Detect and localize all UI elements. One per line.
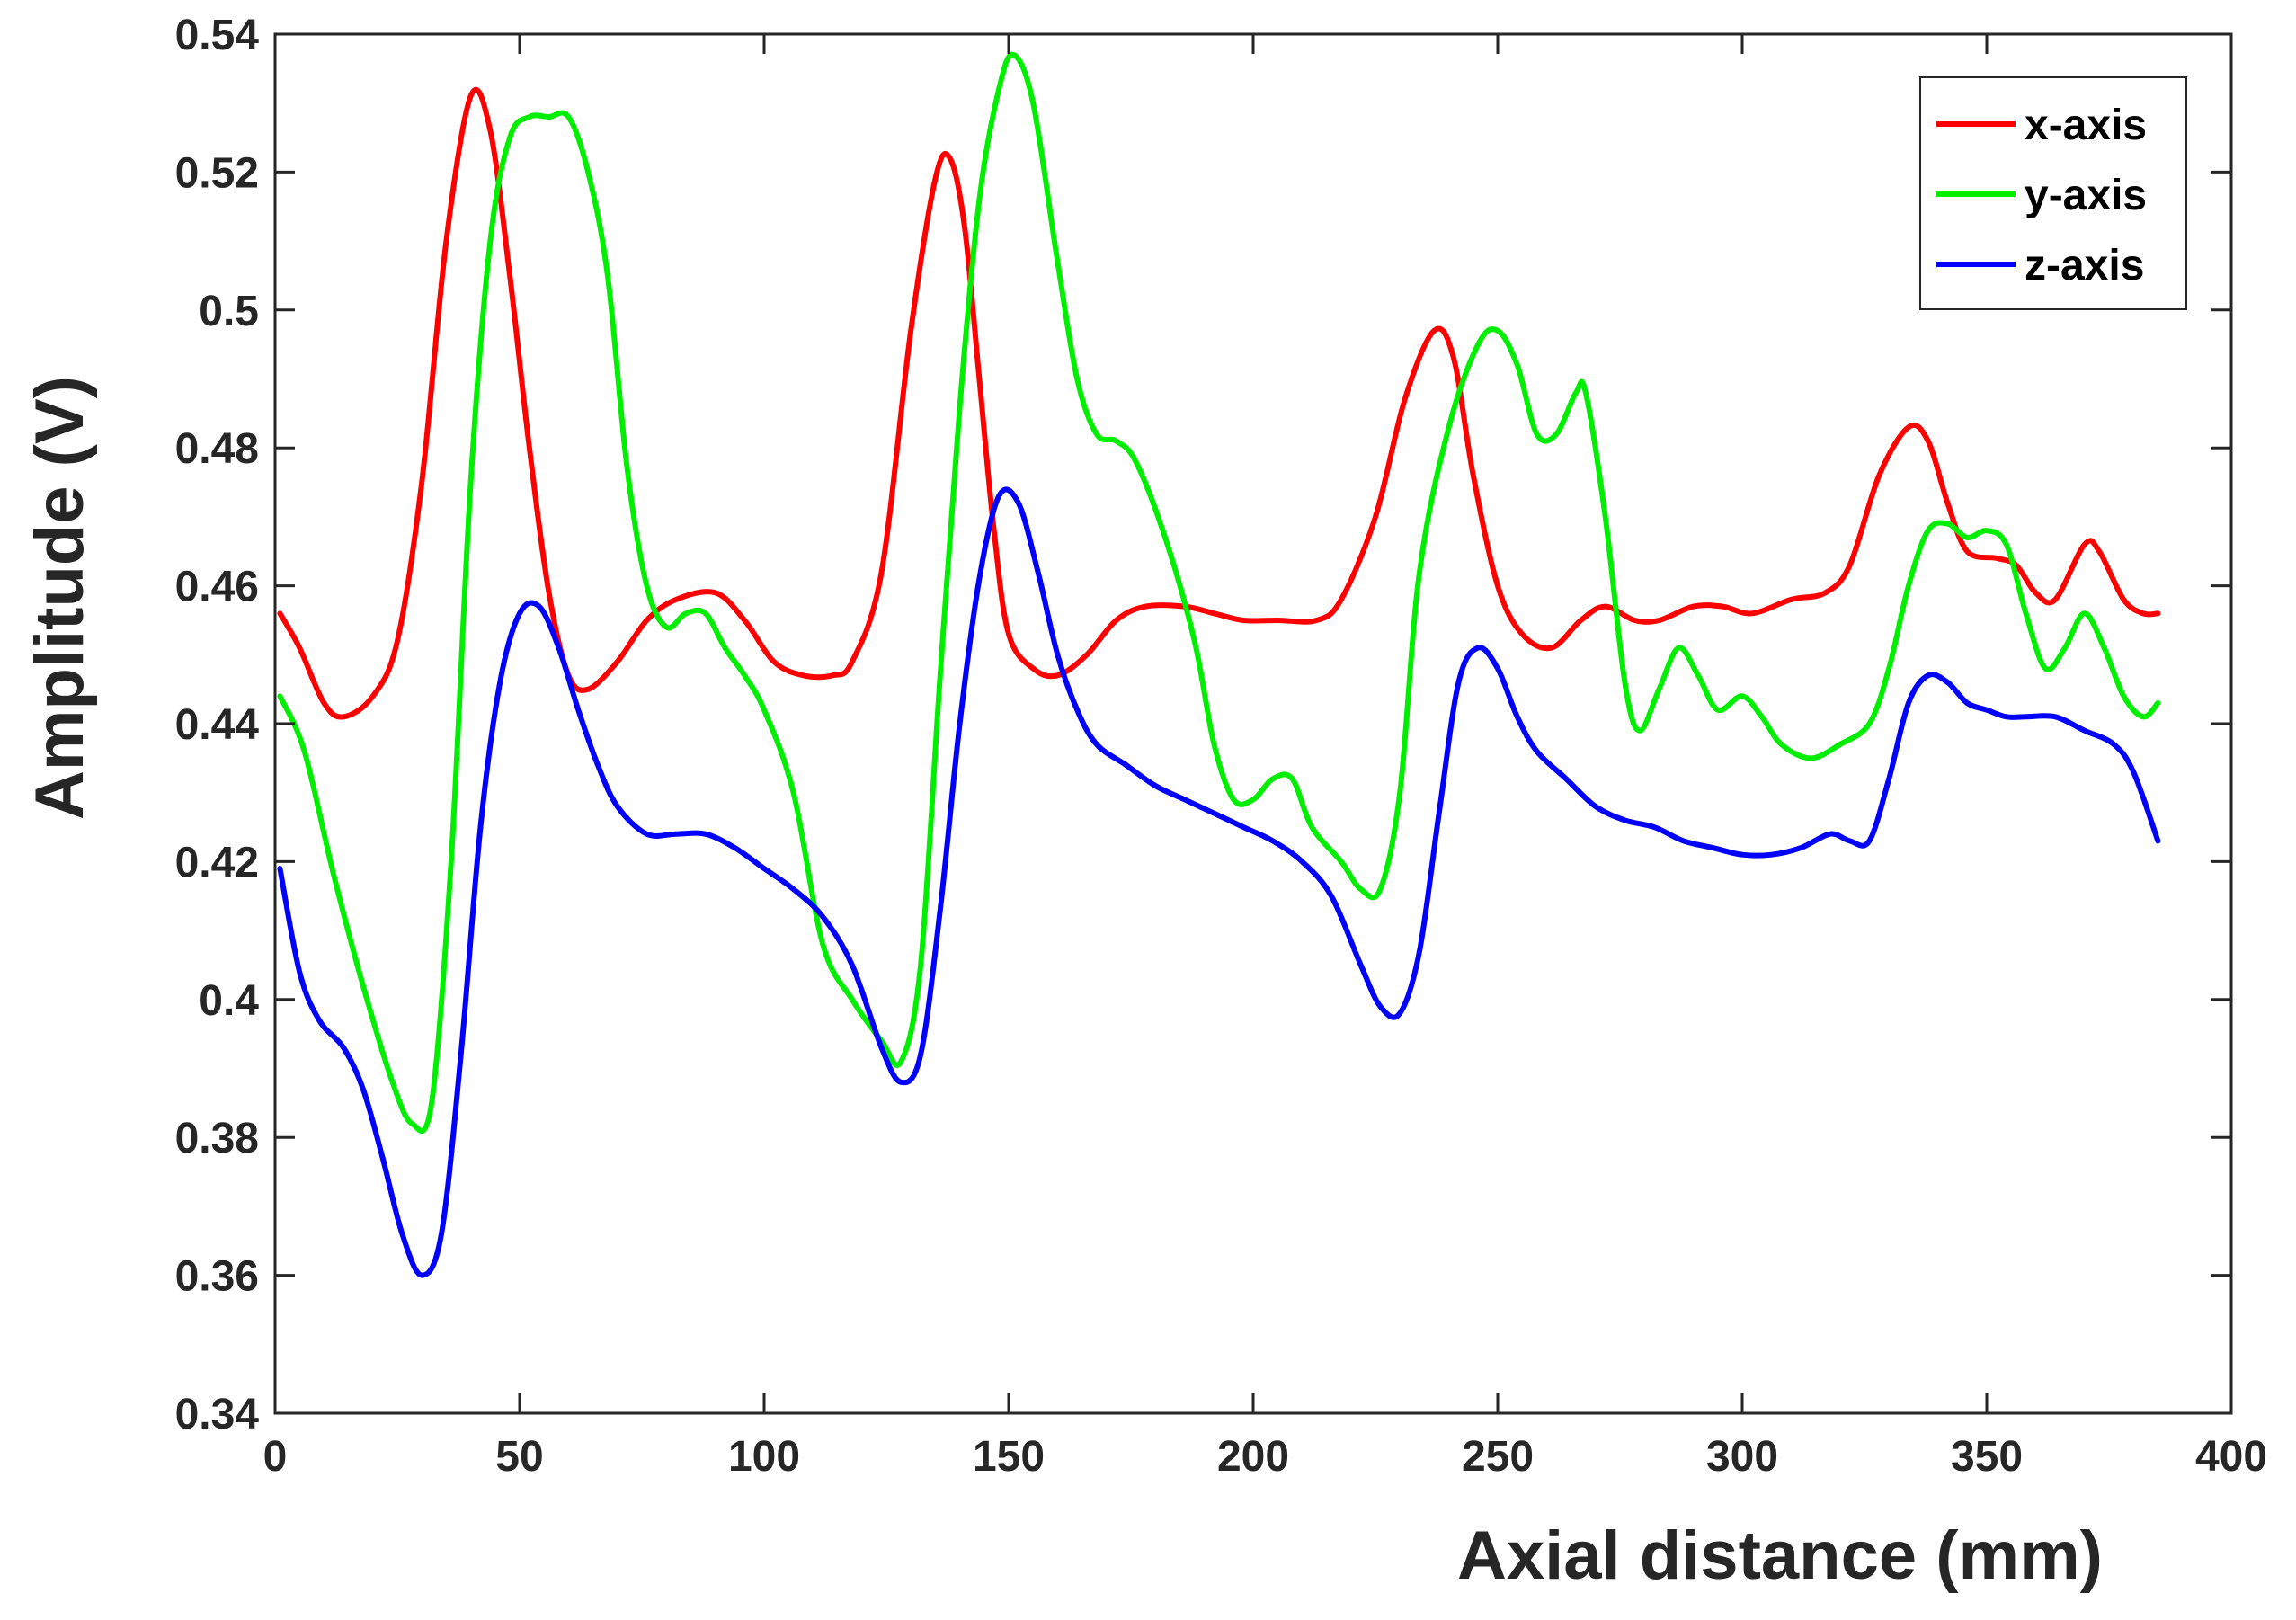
y-tick-label: 0.38 [175, 1115, 259, 1162]
y-tick-label: 0.4 [199, 977, 259, 1025]
legend: x-axis y-axis z-axis [1919, 76, 2187, 310]
x-tick-label: 100 [728, 1433, 800, 1481]
x-tick-label: 250 [1462, 1433, 1534, 1481]
series-layer [277, 51, 2161, 1278]
series-line-y-axis [277, 51, 2161, 1134]
legend-label: z-axis [2025, 242, 2144, 289]
legend-label: y-axis [2025, 172, 2147, 219]
x-tick-label: 50 [495, 1433, 543, 1481]
x-tick-label: 150 [973, 1433, 1045, 1481]
y-tick-label: 0.54 [175, 12, 260, 59]
series-line-x-axis [277, 86, 2161, 720]
y-tick-label: 0.34 [175, 1391, 260, 1438]
y-tick-label: 0.36 [175, 1253, 259, 1301]
x-axis-title: Axial distance (mm) [1457, 1518, 2103, 1594]
y-tick-label: 0.42 [175, 839, 259, 886]
ticks-layer [273, 32, 2233, 1415]
y-tick-label: 0.48 [175, 425, 259, 473]
y-tick-label: 0.44 [175, 701, 260, 749]
y-tick-label: 0.52 [175, 149, 259, 197]
x-tick-label: 400 [2195, 1433, 2267, 1481]
x-tick-label: 200 [1217, 1433, 1289, 1481]
y-axis-title: Amplitude (V) [22, 376, 98, 820]
x-tick-label: 0 [263, 1433, 288, 1481]
series-line-z-axis [277, 486, 2161, 1278]
y-tick-label: 0.46 [175, 564, 259, 611]
legend-label: x-axis [2025, 102, 2147, 149]
x-tick-label: 350 [1951, 1433, 2023, 1481]
tick-labels-layer: 0 50 100 150 200 250 300 350 400 0.34 0.36 0.38 0.4 0… [175, 12, 2267, 1481]
x-tick-label: 300 [1706, 1433, 1778, 1481]
y-tick-label: 0.5 [199, 288, 259, 335]
